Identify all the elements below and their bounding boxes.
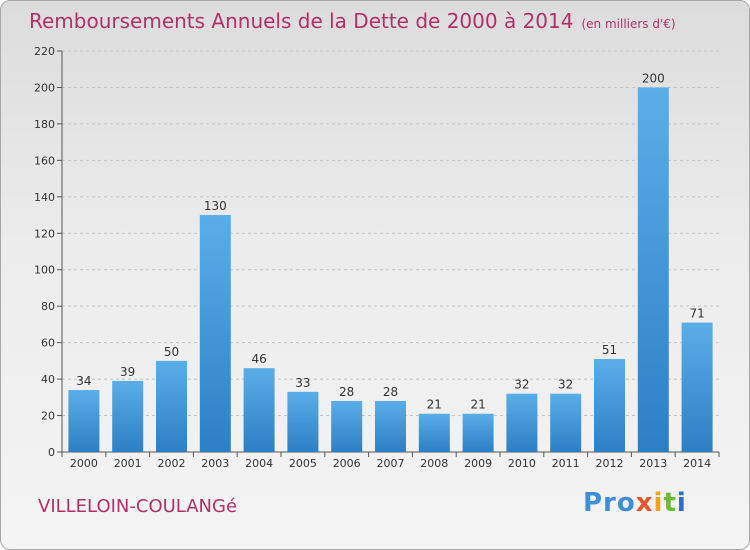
bar-2008 [418,413,450,452]
logo-part-5: i [676,488,687,518]
x-tick-label-2005: 2005 [289,457,317,470]
value-label-2013: 200 [642,71,665,85]
bar-2014 [681,322,713,452]
bar-2002 [156,360,187,452]
bar-2009 [462,413,494,452]
x-tick-label-2009: 2009 [464,457,492,470]
bar-2012 [594,359,625,452]
y-tick-label: 40 [41,373,55,386]
bars [68,87,713,453]
value-label-2003: 130 [204,199,227,213]
x-tick-label-2004: 2004 [245,457,273,470]
x-tick-label-2008: 2008 [420,457,448,470]
value-label-2012: 51 [602,343,617,357]
value-label-2014: 71 [689,307,704,321]
x-tick-label-2006: 2006 [333,457,361,470]
y-tick-label: 100 [34,264,55,277]
value-label-2005: 33 [295,376,310,390]
bar-2003 [199,215,231,452]
x-tick-label-2002: 2002 [158,457,186,470]
chart-title: Remboursements Annuels de la Dette de 20… [29,9,676,33]
x-tick-label-2014: 2014 [683,457,711,470]
chart-title-text: Remboursements Annuels de la Dette de 20… [29,9,574,33]
bar-2013 [637,87,669,453]
value-label-2001: 39 [120,365,135,379]
y-tick-label: 140 [34,191,55,204]
y-tick-label: 220 [34,45,55,58]
value-label-2011: 32 [558,378,573,392]
y-tick-label: 120 [34,227,55,240]
y-tick-label: 60 [41,337,55,350]
bar-2007 [375,400,406,452]
y-tick-label: 200 [34,81,55,94]
logo-part-1: Pro [583,488,636,518]
value-label-2008: 21 [427,398,442,412]
x-tick-label-2013: 2013 [639,457,667,470]
value-label-2004: 46 [251,352,266,366]
bar-2005 [287,391,319,452]
y-tick-label: 20 [41,410,55,423]
bar-2001 [112,380,144,452]
bar-2000 [68,390,100,452]
bar-2004 [243,368,275,452]
y-tick-label: 160 [34,154,55,167]
x-tick-label-2012: 2012 [596,457,624,470]
proxiti-logo: Proxiti [583,488,687,518]
x-tick-label-2001: 2001 [114,457,142,470]
logo-part-2: x [635,488,654,518]
value-label-2000: 34 [76,374,91,388]
x-tick-label-2003: 2003 [201,457,229,470]
value-label-2002: 50 [164,345,179,359]
x-tick-label-2007: 2007 [377,457,405,470]
x-tick-label-2010: 2010 [508,457,536,470]
value-label-2006: 28 [339,385,354,399]
logo-part-4: t [663,488,677,518]
value-label-2009: 21 [470,398,485,412]
y-tick-label: 0 [48,446,55,459]
logo-part-3: i [653,488,664,518]
chart-unit: (en milliers d'€) [581,17,676,31]
bar-2011 [550,393,582,452]
labels: 34 2000 39 2001 50 2002 130 2003 46 2004 33 2005 28 2… [70,71,711,470]
bar-2010 [506,393,538,452]
x-tick-label-2000: 2000 [70,457,98,470]
y-tick-label: 80 [41,300,55,313]
commune-name: VILLELOIN-COULANGé [38,496,238,517]
y-tick-label: 180 [34,118,55,131]
x-tick-label-2011: 2011 [552,457,580,470]
bar-2006 [331,400,363,452]
value-label-2007: 28 [383,385,398,399]
value-label-2010: 32 [514,378,529,392]
